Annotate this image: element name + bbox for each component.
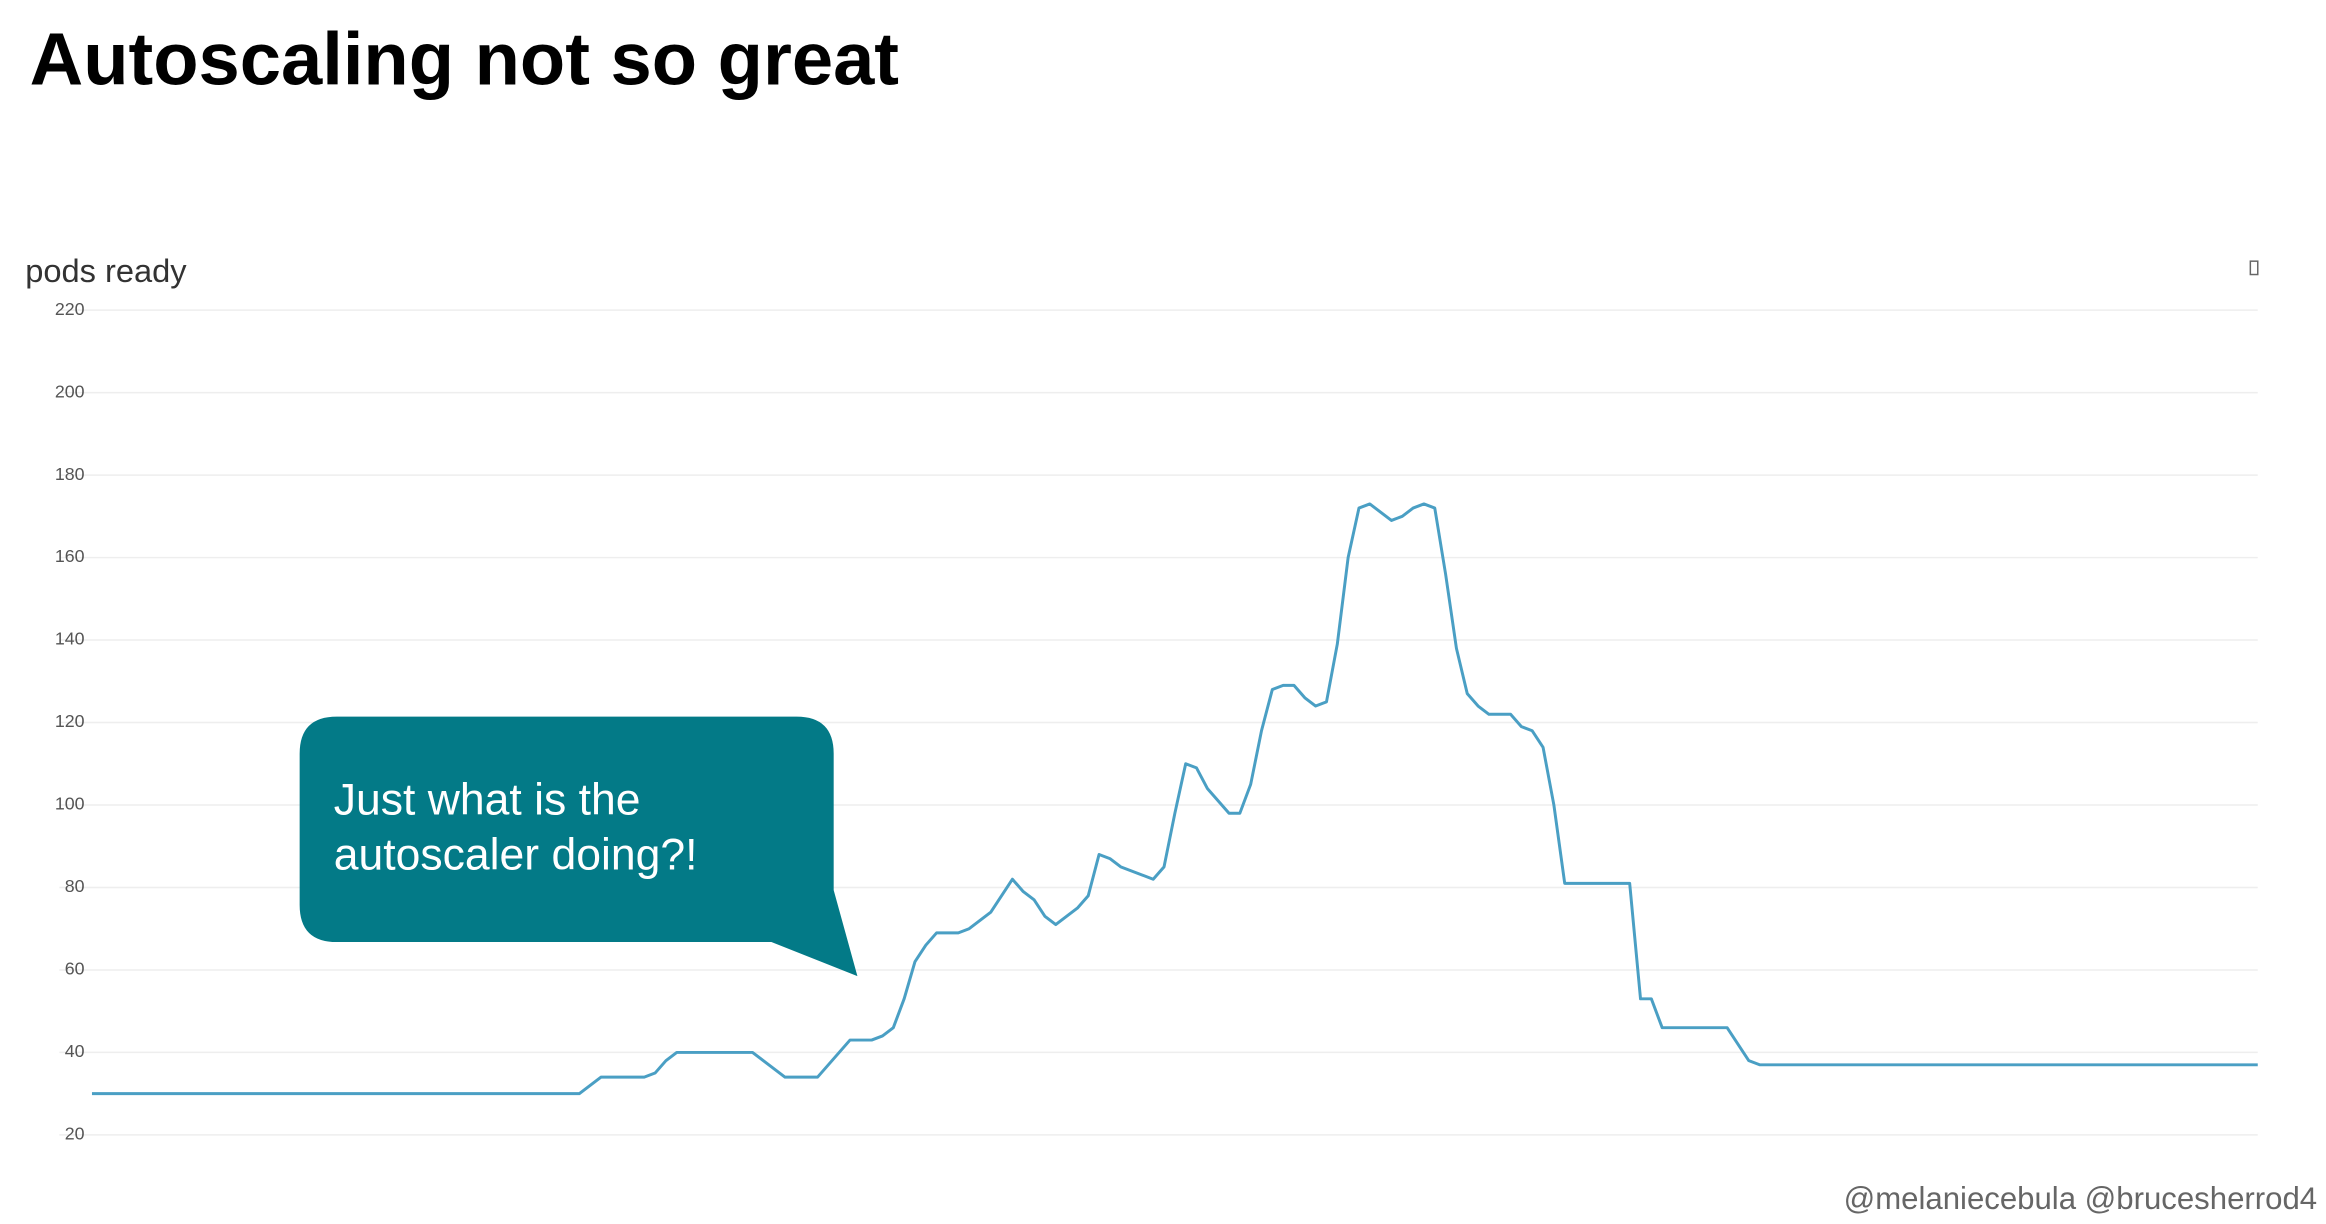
callout-bubble — [299, 716, 858, 977]
y-tick-label: 80 — [65, 876, 85, 896]
footer-credit: @melaniecebula @brucesherrod4 — [1844, 1181, 2318, 1216]
y-tick-label: 40 — [65, 1041, 85, 1061]
y-tick-label: 220 — [55, 299, 85, 319]
y-tick-label: 120 — [55, 711, 85, 731]
callout-box: Just what is the autoscaler doing?! — [333, 775, 698, 880]
y-tick-label: 180 — [55, 464, 85, 484]
y-tick-label: 100 — [55, 794, 85, 814]
y-tick-label: 160 — [55, 546, 85, 566]
chart-icon — [2249, 260, 2259, 276]
y-tick-label: 20 — [65, 1124, 85, 1144]
y-tick-label: 140 — [55, 629, 85, 649]
chart-title: pods ready — [25, 252, 187, 289]
y-tick-label: 60 — [65, 959, 85, 979]
slide-title: Autoscaling not so great — [30, 18, 899, 101]
callout-text: Just what is the autoscaler doing?! — [333, 775, 698, 880]
line-series — [91, 502, 2258, 1096]
y-tick-label: 200 — [55, 381, 85, 401]
